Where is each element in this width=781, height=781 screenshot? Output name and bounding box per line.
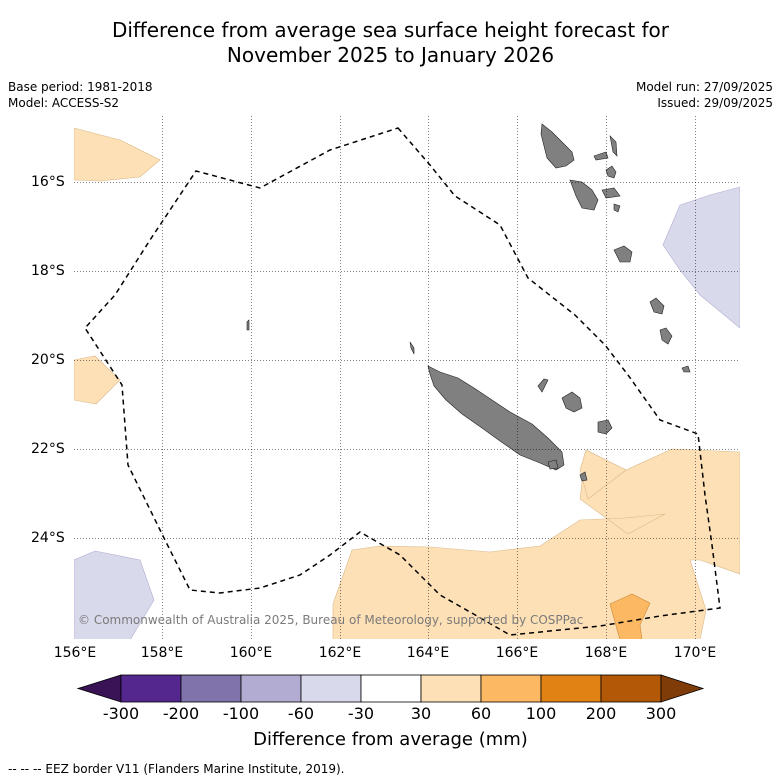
colorbar-tick-label: -60 xyxy=(287,704,315,723)
lat-label: 20°S xyxy=(31,352,65,368)
lon-label: 166°E xyxy=(495,645,539,661)
lat-label: 18°S xyxy=(31,263,65,279)
pentecost-island xyxy=(605,165,617,179)
positive-anomaly-area xyxy=(579,449,627,500)
erromango-island xyxy=(649,297,665,315)
walpole-island xyxy=(579,471,588,482)
espiritu-santo-island xyxy=(540,123,575,169)
lon-label: 160°E xyxy=(229,645,273,661)
negative-anomaly-area xyxy=(662,186,740,329)
lon-label: 158°E xyxy=(140,645,184,661)
copyright-notice: © Commonwealth of Australia 2025, Bureau… xyxy=(78,613,584,627)
issued-date: Issued: 29/09/2025 xyxy=(657,96,773,110)
meta-left: Base period: 1981-2018 Model: ACCESS-S2 xyxy=(8,79,153,111)
loyalty-island-lifou xyxy=(561,391,583,413)
epi-island xyxy=(613,203,621,213)
positive-anomaly-area xyxy=(74,355,121,405)
malekula-island xyxy=(569,179,599,211)
colorbar-title: Difference from average (mm) xyxy=(253,729,528,750)
strong-positive-anomaly-area xyxy=(609,593,651,639)
ambae-island xyxy=(593,151,609,161)
lon-label: 170°E xyxy=(673,645,717,661)
model-name: Model: ACCESS-S2 xyxy=(8,96,120,110)
colorbar-tick-label: 60 xyxy=(470,704,492,723)
aneityum-island xyxy=(681,365,691,373)
gridlines xyxy=(74,116,740,639)
loyalty-island-mare xyxy=(597,419,613,435)
tanna-island xyxy=(659,327,673,345)
colorbar-tick-label: -200 xyxy=(162,704,200,723)
lon-label: 168°E xyxy=(584,645,628,661)
lat-label: 16°S xyxy=(31,174,65,190)
positive-anomaly-area xyxy=(74,127,161,182)
efate-island xyxy=(613,245,633,263)
loyalty-island-ouvea xyxy=(537,378,549,393)
lon-label: 164°E xyxy=(406,645,450,661)
colorbar-tick-label: -30 xyxy=(347,704,375,723)
base-period: Base period: 1981-2018 xyxy=(8,80,153,94)
maewo-island xyxy=(609,135,618,157)
eez-footnote: -- -- -- EEZ border V11 (Flanders Marine… xyxy=(8,762,345,776)
colorbar-tick-label: 30 xyxy=(410,704,432,723)
lon-label: 162°E xyxy=(318,645,362,661)
belep-islands xyxy=(409,341,415,355)
colorbar-tick-label: 300 xyxy=(645,704,677,723)
colorbar-tick-label: -100 xyxy=(222,704,260,723)
ambrym-island xyxy=(601,187,621,199)
isle-of-pines xyxy=(547,459,559,470)
colorbar-tick-label: 100 xyxy=(525,704,557,723)
negative-anomaly-area xyxy=(74,550,155,639)
lon-label: 156°E xyxy=(53,645,97,661)
new-caledonia-island xyxy=(427,365,565,471)
lat-label: 24°S xyxy=(31,530,65,546)
title-line-1: Difference from average sea surface heig… xyxy=(111,18,670,42)
title-line-2: November 2025 to January 2026 xyxy=(226,43,555,67)
map-area xyxy=(74,116,740,639)
positive-anomaly-area xyxy=(332,448,740,639)
model-run: Model run: 27/09/2025 xyxy=(635,80,773,94)
meta-right: Model run: 27/09/2025 Issued: 29/09/2025 xyxy=(636,79,773,111)
colorbar-tick-label: -300 xyxy=(102,704,140,723)
lat-label: 22°S xyxy=(31,441,65,457)
chart-title: Difference from average sea surface heig… xyxy=(0,18,781,68)
eez-border xyxy=(84,127,721,636)
chesterfield-reef xyxy=(246,319,250,331)
colorbar-tick-label: 200 xyxy=(585,704,617,723)
land-masses xyxy=(246,123,691,482)
